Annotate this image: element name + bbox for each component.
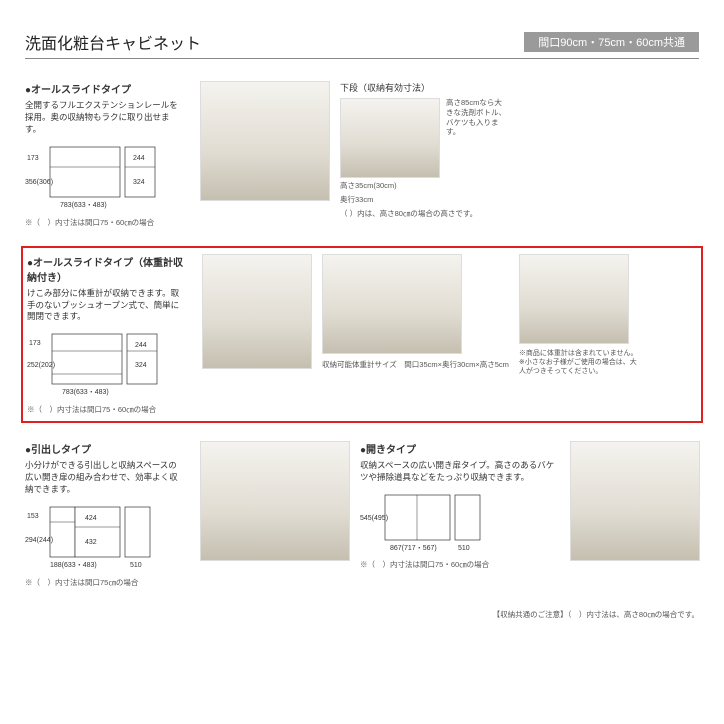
- dimension-diagram: 545(495) 867(717・567) 510: [360, 490, 510, 554]
- section-title: 引出しタイプ: [25, 441, 185, 456]
- svg-text:783(633・483): 783(633・483): [62, 389, 109, 396]
- svg-text:510: 510: [458, 545, 470, 552]
- product-image: [200, 81, 330, 201]
- storage-image: [340, 98, 440, 178]
- section-desc: 収納スペースの広い開き扉タイプ。高さのあるバケツや掃除道具などをたっぷり収納でき…: [360, 460, 560, 484]
- product-image: [200, 441, 350, 561]
- section-desc: 全開するフルエクステンションレールを採用。奥の収納物もラクに取り出せます。: [25, 100, 185, 136]
- svg-text:356(306): 356(306): [25, 179, 53, 186]
- svg-text:510: 510: [130, 562, 142, 569]
- section-all-slide: オールスライドタイプ 全開するフルエクステンションレールを採用。奥の収納物もラク…: [25, 73, 699, 236]
- svg-text:173: 173: [29, 340, 41, 347]
- svg-text:324: 324: [133, 179, 145, 186]
- person-image: [519, 254, 629, 344]
- page-title: 洗面化粧台キャビネット: [25, 30, 201, 54]
- storage-note: 高さ85cmなら大きな洗剤ボトル、バケツも入ります。: [446, 98, 506, 137]
- subsection-title: 下段（収納有効寸法）: [340, 81, 510, 94]
- dimension-diagram: 173 356(306) 244 324 783(633・483): [25, 142, 175, 212]
- footer-note: 【収納共通のご注意】（ ）内寸法は、高さ80㎝の場合です。: [25, 609, 699, 620]
- section-title: オールスライドタイプ: [25, 81, 185, 96]
- svg-text:424: 424: [85, 515, 97, 522]
- dimension-diagram: 173 252(202) 244 324 783(633・483): [27, 329, 177, 399]
- depth-label: 奥行33cm: [340, 194, 510, 205]
- size-note: 収納可能体重計サイズ 間口35cm×奥行30cm×高さ5cm: [322, 359, 509, 370]
- svg-text:244: 244: [133, 155, 145, 162]
- svg-text:252(202): 252(202): [27, 362, 55, 369]
- height-label: 高さ35cm(30cm): [340, 180, 510, 191]
- svg-text:324: 324: [135, 362, 147, 369]
- product-image: [570, 441, 700, 561]
- bottom-caption: （ ）内は、高さ80㎝の場合の高さです。: [340, 208, 510, 219]
- svg-text:153: 153: [27, 513, 39, 520]
- product-image: [202, 254, 312, 369]
- section-scale-storage: オールスライドタイプ（体重計収納付き） けこみ部分に体重計が収納できます。取手の…: [21, 246, 703, 424]
- section-title: 開きタイプ: [360, 441, 560, 456]
- section-drawer: 引出しタイプ 小分けができる引出しと収納スペースの広い開き扉の組み合わせで、効率…: [25, 433, 699, 596]
- caption: ※（ ）内寸法は間口75・60㎝の場合: [27, 404, 187, 415]
- dimension-diagram: 153 294(244) 424 432 188(633・483) 510: [25, 502, 185, 572]
- caption: ※（ ）内寸法は間口75・60㎝の場合: [360, 559, 560, 570]
- section-desc: けこみ部分に体重計が収納できます。取手のないプッシュオープン式で、簡単に開閉でき…: [27, 288, 187, 324]
- foot-image: [322, 254, 462, 354]
- header-badge: 間口90cm・75cm・60cm共通: [524, 32, 699, 52]
- svg-text:173: 173: [27, 155, 39, 162]
- svg-text:545(495): 545(495): [360, 515, 388, 522]
- svg-text:188(633・483): 188(633・483): [50, 562, 97, 569]
- svg-text:432: 432: [85, 539, 97, 546]
- svg-text:867(717・567): 867(717・567): [390, 545, 437, 552]
- svg-text:244: 244: [135, 342, 147, 349]
- caption: ※（ ）内寸法は間口75㎝の場合: [25, 577, 185, 588]
- warning-note: ※商品に体重計は含まれていません。 ※小さなお子様がご使用の場合は、大人がつきそ…: [519, 349, 639, 376]
- caption: ※（ ）内寸法は間口75・60㎝の場合: [25, 217, 185, 228]
- svg-text:783(633・483): 783(633・483): [60, 202, 107, 209]
- svg-text:294(244): 294(244): [25, 537, 53, 544]
- section-title: オールスライドタイプ（体重計収納付き）: [27, 254, 187, 284]
- section-desc: 小分けができる引出しと収納スペースの広い開き扉の組み合わせで、効率よく収納できま…: [25, 460, 185, 496]
